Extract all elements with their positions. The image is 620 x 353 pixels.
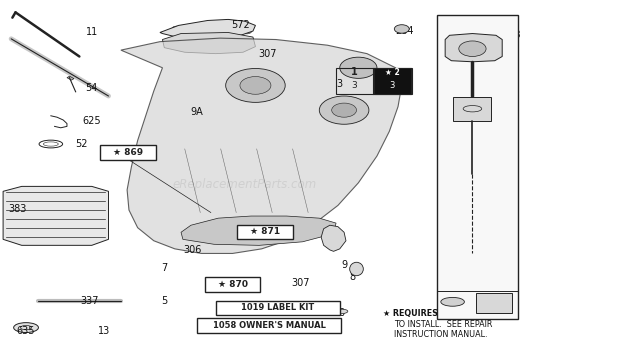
Text: 3: 3 bbox=[337, 79, 343, 89]
Bar bbox=[237, 225, 293, 239]
Text: 847: 847 bbox=[476, 290, 494, 300]
Bar bbox=[205, 277, 260, 292]
Bar bbox=[197, 318, 341, 333]
Text: 1: 1 bbox=[372, 73, 378, 83]
Text: 1: 1 bbox=[352, 67, 358, 77]
Text: 842: 842 bbox=[438, 290, 457, 300]
Text: 306: 306 bbox=[183, 245, 202, 255]
Text: ★ 869: ★ 869 bbox=[113, 148, 143, 157]
Ellipse shape bbox=[14, 323, 38, 333]
Text: 307: 307 bbox=[291, 278, 310, 288]
Text: 7: 7 bbox=[161, 263, 167, 273]
Circle shape bbox=[332, 103, 356, 117]
Text: 635: 635 bbox=[17, 326, 35, 336]
Ellipse shape bbox=[350, 262, 363, 276]
Text: 1058 OWNER'S MANUAL: 1058 OWNER'S MANUAL bbox=[213, 321, 326, 330]
Polygon shape bbox=[121, 38, 402, 253]
Text: 625: 625 bbox=[82, 116, 101, 126]
Text: 54: 54 bbox=[86, 83, 98, 93]
Circle shape bbox=[211, 25, 221, 30]
Circle shape bbox=[394, 25, 409, 33]
Text: 383: 383 bbox=[8, 204, 27, 214]
Bar bbox=[100, 145, 156, 160]
Text: 5: 5 bbox=[161, 296, 167, 306]
Bar bbox=[216, 301, 340, 315]
Text: 11: 11 bbox=[86, 27, 98, 37]
Bar bbox=[453, 97, 491, 121]
Text: 9: 9 bbox=[341, 261, 347, 270]
Text: 525: 525 bbox=[463, 196, 482, 205]
Polygon shape bbox=[181, 216, 336, 245]
Text: 13: 13 bbox=[98, 326, 110, 336]
Text: 10: 10 bbox=[334, 309, 346, 318]
Text: ★ 871: ★ 871 bbox=[250, 227, 280, 237]
Text: TO INSTALL.  SEE REPAIR: TO INSTALL. SEE REPAIR bbox=[394, 319, 493, 329]
Polygon shape bbox=[162, 32, 255, 54]
Text: 9A: 9A bbox=[191, 107, 203, 117]
Circle shape bbox=[240, 77, 271, 94]
Circle shape bbox=[319, 96, 369, 124]
Polygon shape bbox=[321, 225, 346, 251]
Text: ★ REQUIRES SPECIAL TOOLS: ★ REQUIRES SPECIAL TOOLS bbox=[383, 309, 511, 318]
Text: ★ 2: ★ 2 bbox=[385, 68, 400, 77]
Bar bbox=[476, 293, 512, 313]
Circle shape bbox=[226, 68, 285, 102]
Polygon shape bbox=[160, 19, 255, 38]
Bar bbox=[374, 68, 411, 94]
Text: 572: 572 bbox=[231, 20, 250, 30]
Circle shape bbox=[459, 41, 486, 56]
Text: 8: 8 bbox=[349, 272, 355, 282]
Circle shape bbox=[242, 28, 252, 34]
Text: ★ 870: ★ 870 bbox=[218, 280, 247, 289]
Text: INSTRUCTION MANUAL.: INSTRUCTION MANUAL. bbox=[394, 330, 488, 339]
Bar bbox=[437, 15, 518, 319]
Text: 307: 307 bbox=[259, 49, 277, 59]
Text: eReplacementParts.com: eReplacementParts.com bbox=[173, 178, 317, 191]
Text: 337: 337 bbox=[81, 296, 99, 306]
Polygon shape bbox=[3, 186, 108, 245]
Text: 284: 284 bbox=[395, 26, 414, 36]
Text: 1019 LABEL KIT: 1019 LABEL KIT bbox=[241, 303, 314, 312]
Text: 3: 3 bbox=[352, 81, 358, 90]
Bar bbox=[336, 68, 412, 94]
Ellipse shape bbox=[441, 297, 464, 306]
Text: 524: 524 bbox=[461, 130, 479, 140]
Text: 2: 2 bbox=[401, 76, 407, 86]
Ellipse shape bbox=[337, 309, 348, 313]
Bar bbox=[67, 76, 74, 80]
Text: 52: 52 bbox=[76, 139, 88, 149]
Circle shape bbox=[340, 57, 377, 78]
Polygon shape bbox=[445, 34, 502, 62]
Text: 3: 3 bbox=[390, 81, 395, 90]
Text: 523: 523 bbox=[502, 30, 521, 40]
Circle shape bbox=[172, 26, 182, 32]
